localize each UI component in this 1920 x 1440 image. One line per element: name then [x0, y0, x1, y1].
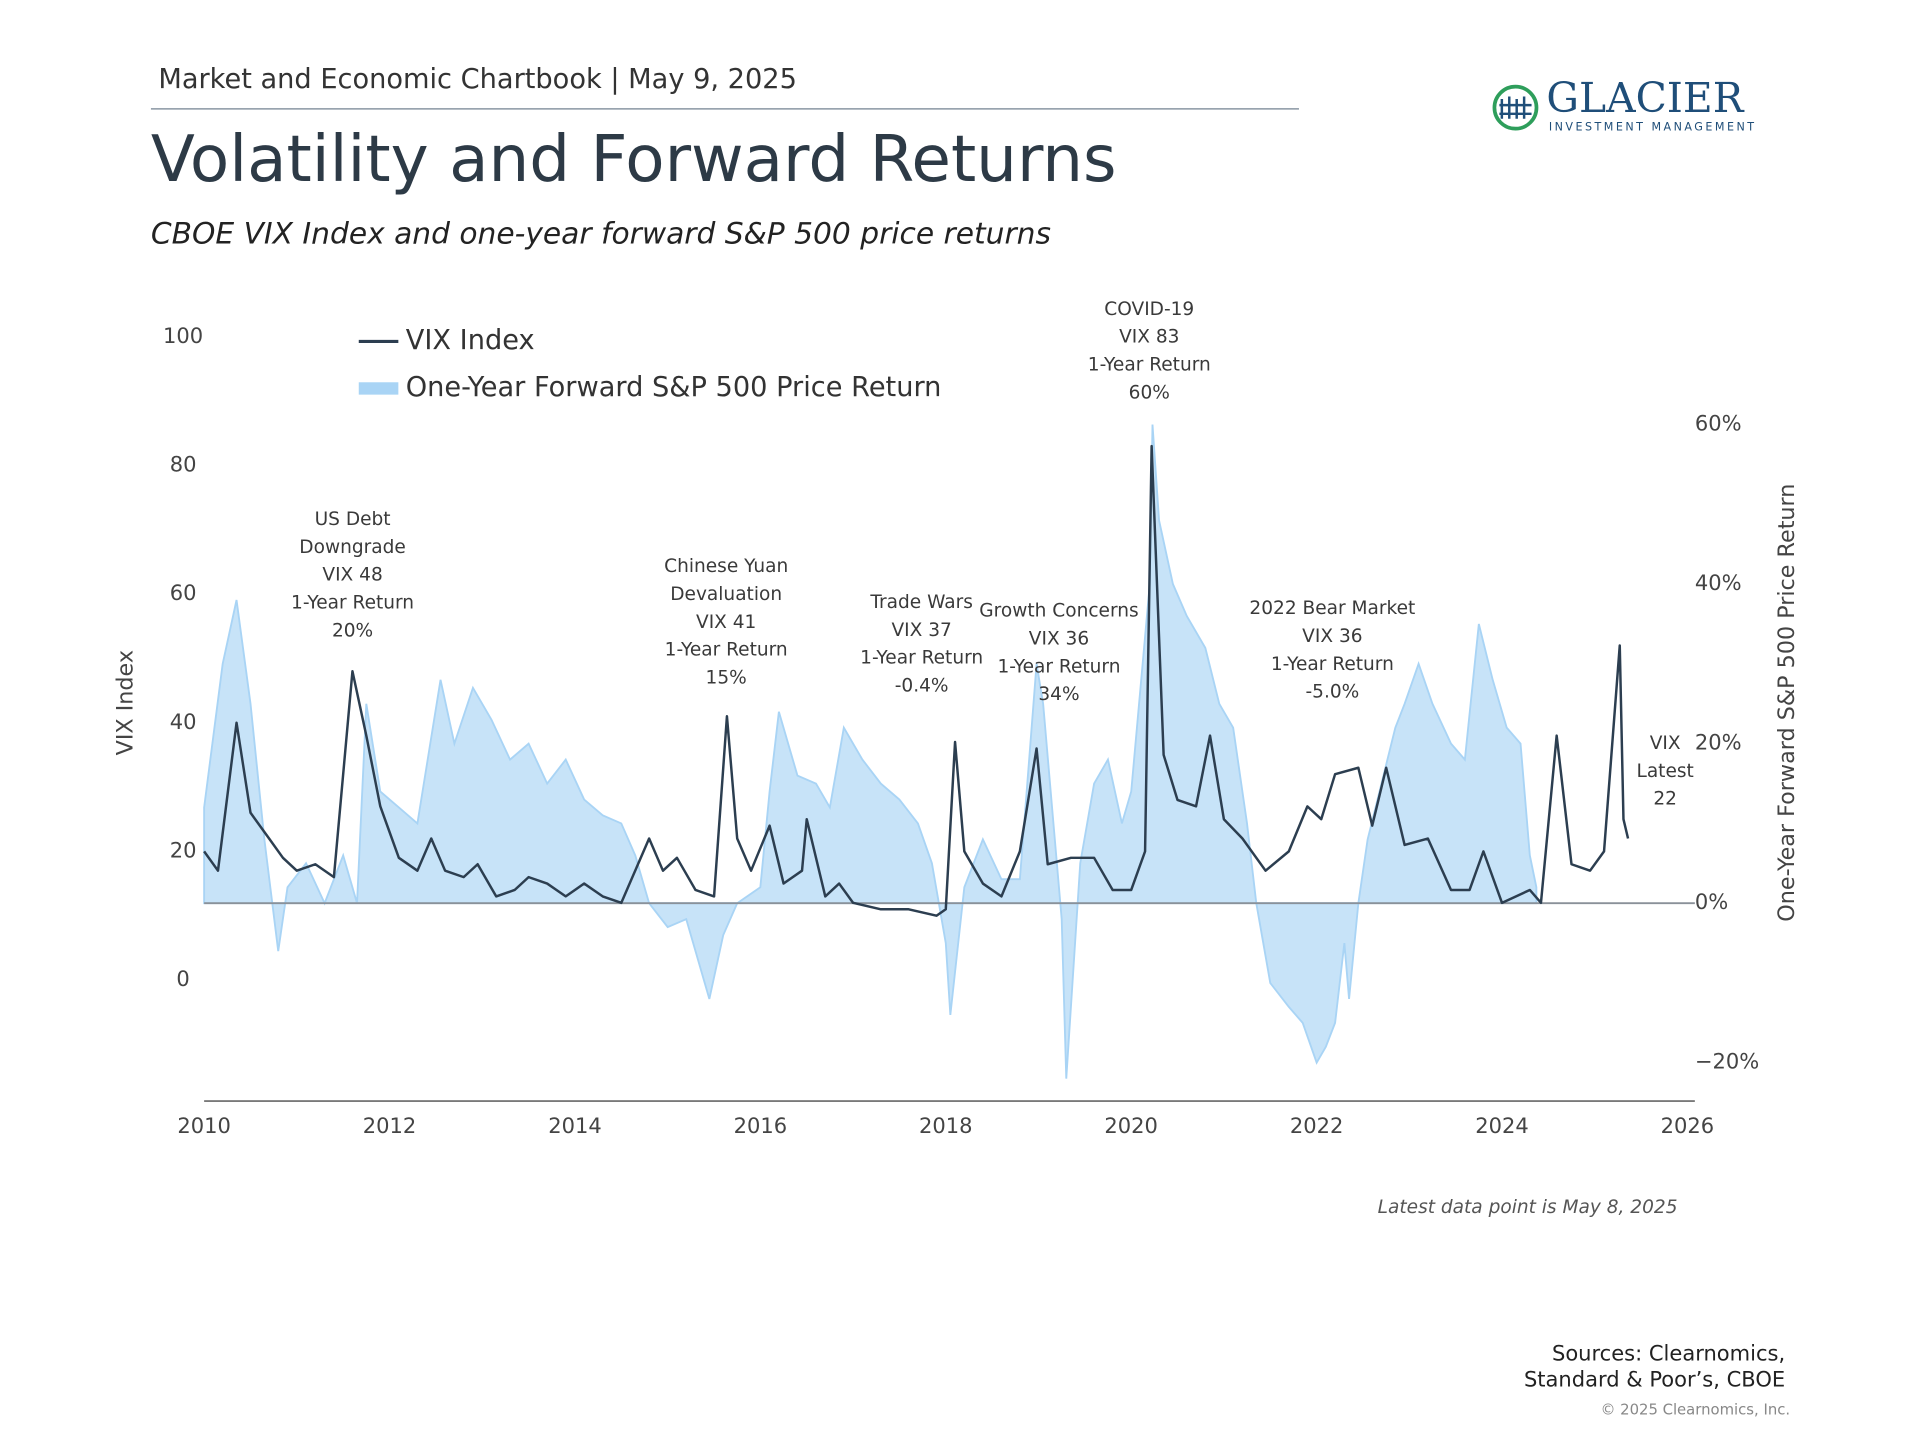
legend-label: VIX Index — [406, 325, 535, 356]
data-note: Latest data point is May 8, 2025 — [1378, 1197, 1678, 1218]
legend-swatch — [358, 382, 399, 395]
annotation: -5.0% — [1305, 682, 1359, 703]
x-tick-label: 2018 — [919, 1113, 972, 1138]
chartbook-header: Market and Economic Chartbook | May 9, 2… — [158, 64, 797, 95]
x-tick-label: 2026 — [1661, 1113, 1714, 1138]
annotation: 22 — [1653, 789, 1677, 810]
annotation: VIX 83 — [1119, 327, 1179, 348]
return-area — [203, 424, 1538, 1079]
y2-tick-label: 0% — [1695, 889, 1728, 914]
vix-line — [203, 444, 1630, 917]
x-tick-label: 2022 — [1290, 1113, 1343, 1138]
y-tick-label: 40 — [170, 709, 197, 734]
chart-title: Volatility and Forward Returns — [151, 122, 1117, 197]
logo-name: GLACIER — [1546, 74, 1744, 122]
y2-tick-label: −20% — [1695, 1049, 1759, 1074]
x-tick-label: 2012 — [363, 1113, 416, 1138]
annotation: 1-Year Return — [860, 648, 983, 669]
annotation: VIX 48 — [322, 565, 382, 586]
sources: Sources: Clearnomics, — [1552, 1341, 1785, 1366]
annotation: US Debt — [315, 509, 391, 530]
annotation: 1-Year Return — [997, 656, 1120, 677]
x-tick-label: 2010 — [177, 1113, 230, 1138]
annotation: 2022 Bear Market — [1249, 598, 1415, 619]
chart-subtitle: CBOE VIX Index and one-year forward S&P … — [151, 217, 1051, 252]
y2-tick-label: 60% — [1695, 411, 1742, 436]
annotation: Growth Concerns — [979, 601, 1138, 622]
sources: Standard & Poor’s, CBOE — [1524, 1367, 1785, 1392]
annotation: 60% — [1129, 382, 1170, 403]
x-tick-label: 2024 — [1475, 1113, 1528, 1138]
annotation: 15% — [706, 667, 747, 688]
annotation: 34% — [1038, 684, 1079, 705]
y-tick-label: 100 — [163, 323, 203, 348]
x-tick-label: 2020 — [1104, 1113, 1157, 1138]
annotation: VIX 36 — [1029, 628, 1089, 649]
annotation: Trade Wars — [869, 592, 972, 613]
annotation: -0.4% — [895, 675, 949, 696]
y-tick-label: 80 — [170, 451, 197, 476]
legend-label: One-Year Forward S&P 500 Price Return — [406, 372, 942, 403]
annotation: VIX 37 — [891, 620, 951, 641]
x-tick-label: 2016 — [734, 1113, 787, 1138]
y-tick-label: 60 — [170, 580, 197, 605]
logo-glyph — [1499, 96, 1532, 119]
y-axis-label: VIX Index — [113, 650, 139, 755]
annotation: Chinese Yuan — [664, 556, 788, 577]
annotation: Devaluation — [670, 584, 782, 605]
logo: GLACIER INVESTMENT MANAGEMENT — [1492, 74, 1757, 133]
logo-tagline: INVESTMENT MANAGEMENT — [1549, 120, 1757, 133]
y-tick-label: 0 — [176, 966, 189, 991]
annotation: VIX — [1650, 733, 1681, 754]
copyright: © 2025 Clearnomics, Inc. — [1601, 1401, 1791, 1418]
annotation: VIX 41 — [696, 612, 756, 633]
annotation: 1-Year Return — [1271, 654, 1394, 675]
logo-icon — [1492, 84, 1539, 131]
x-tick-label: 2014 — [548, 1113, 601, 1138]
y2-axis-label: One-Year Forward S&P 500 Price Return — [1774, 484, 1800, 922]
y2-tick-label: 20% — [1695, 730, 1742, 755]
annotation: 1-Year Return — [291, 593, 414, 614]
annotation: 1-Year Return — [665, 640, 788, 661]
annotation: Latest — [1636, 761, 1693, 782]
annotation: 1-Year Return — [1088, 354, 1211, 375]
annotation: VIX 36 — [1302, 626, 1362, 647]
y-tick-label: 20 — [170, 837, 197, 862]
y2-tick-label: 40% — [1695, 570, 1742, 595]
annotation: 20% — [332, 620, 373, 641]
annotation: Downgrade — [299, 537, 406, 558]
annotation: COVID-19 — [1104, 299, 1194, 320]
